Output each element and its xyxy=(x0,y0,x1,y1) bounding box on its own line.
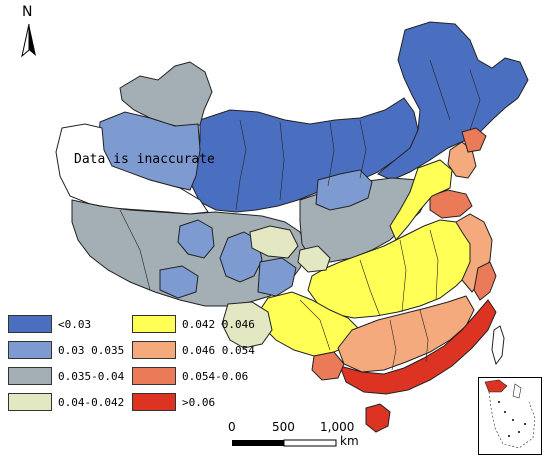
legend-label: 0.042 0.046 xyxy=(182,317,255,331)
region-zhejiang-red xyxy=(473,261,497,301)
region-guangxi-orange xyxy=(311,351,345,381)
no-data-label: Data is inaccurate xyxy=(74,152,215,167)
scale-bar: 0 500 1,000 km xyxy=(228,418,378,458)
inset-map-graphic xyxy=(484,379,536,449)
legend-swatch xyxy=(8,341,52,359)
legend-label: >0.06 xyxy=(182,395,216,409)
legend-item: 0.054-0.06 xyxy=(132,367,248,385)
scale-unit: km xyxy=(340,434,359,448)
north-label: N xyxy=(22,4,33,20)
scale-tick-label: 0 xyxy=(228,420,236,434)
legend-label: 0.03 0.035 xyxy=(58,343,125,357)
region-xinjiang-north xyxy=(119,61,213,129)
region-yunnan-light xyxy=(221,301,273,349)
legend-label: 0.054-0.06 xyxy=(182,369,249,383)
scale-tick-label: 1,000 xyxy=(320,420,355,434)
region-tibet-blue-1 xyxy=(177,219,215,259)
region-tibet-blue-3 xyxy=(257,257,297,297)
region-liaoning-red xyxy=(461,127,487,153)
legend-swatch xyxy=(8,315,52,333)
region-hainan xyxy=(365,403,391,433)
legend-label: 0.04-0.042 xyxy=(58,395,125,409)
internal-boundaries xyxy=(119,59,481,371)
legend-swatch xyxy=(8,367,52,385)
legend-item: 0.042 0.046 xyxy=(132,315,255,333)
region-yellow-north xyxy=(389,159,453,241)
region-central-blue xyxy=(315,169,373,211)
legend-item: 0.035-0.04 xyxy=(8,367,124,385)
legend-label: 0.035-0.04 xyxy=(58,369,125,383)
north-arrow-icon xyxy=(21,23,36,58)
legend: <0.03 0.03 0.035 0.035-0.04 0.04-0.042 0… xyxy=(8,315,308,425)
legend-item: 0.04-0.042 xyxy=(8,393,124,411)
legend-swatch xyxy=(132,315,176,333)
legend-item: 0.046 0.054 xyxy=(132,341,255,359)
region-yellow-heartland xyxy=(307,219,475,319)
legend-item: 0.03 0.035 xyxy=(8,341,124,359)
region-qinghai-light xyxy=(249,225,299,259)
region-tibet-blue-4 xyxy=(159,265,199,299)
scale-bar-graphic xyxy=(232,439,337,447)
region-taiwan xyxy=(491,325,505,366)
legend-swatch xyxy=(132,367,176,385)
legend-label: 0.046 0.054 xyxy=(182,343,255,357)
region-light-belt xyxy=(297,245,331,273)
legend-item: >0.06 xyxy=(132,393,215,411)
legend-label: <0.03 xyxy=(58,317,92,331)
legend-swatch xyxy=(132,341,176,359)
scale-tick-label: 500 xyxy=(272,420,295,434)
legend-item: <0.03 xyxy=(8,315,91,333)
region-shandong xyxy=(429,189,473,219)
legend-swatch xyxy=(8,393,52,411)
legend-swatch xyxy=(132,393,176,411)
inset-map xyxy=(478,377,542,455)
region-guangdong-red xyxy=(339,299,497,395)
